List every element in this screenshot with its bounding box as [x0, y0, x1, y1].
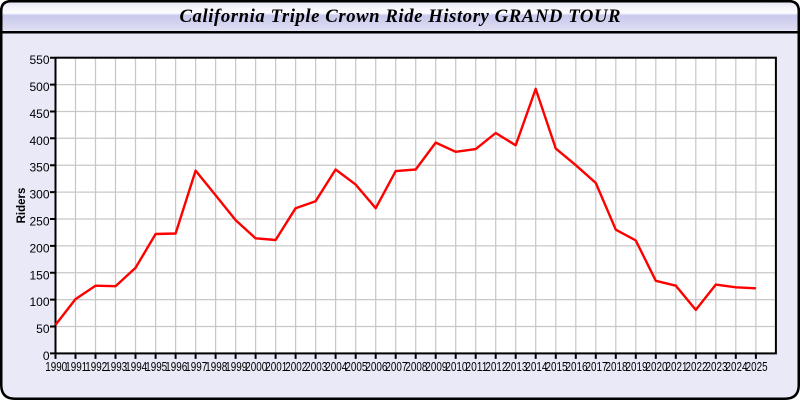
svg-text:1997: 1997 — [185, 360, 207, 374]
svg-text:50: 50 — [36, 322, 50, 336]
svg-text:2008: 2008 — [405, 360, 427, 374]
svg-text:1991: 1991 — [65, 360, 87, 374]
svg-text:Riders: Riders — [16, 188, 28, 224]
svg-text:300: 300 — [29, 188, 49, 202]
svg-text:2017: 2017 — [586, 360, 608, 374]
svg-text:400: 400 — [29, 134, 49, 148]
svg-text:2019: 2019 — [626, 360, 648, 374]
svg-text:2002: 2002 — [285, 360, 307, 374]
svg-text:200: 200 — [29, 241, 49, 255]
svg-text:2020: 2020 — [646, 360, 668, 374]
svg-text:1999: 1999 — [225, 360, 247, 374]
svg-text:2025: 2025 — [746, 360, 768, 374]
svg-text:1992: 1992 — [85, 360, 107, 374]
svg-text:2010: 2010 — [445, 360, 467, 374]
svg-text:2023: 2023 — [706, 360, 728, 374]
svg-text:1998: 1998 — [205, 360, 227, 374]
svg-text:500: 500 — [29, 80, 49, 94]
svg-text:2016: 2016 — [566, 360, 588, 374]
svg-text:2011: 2011 — [465, 360, 487, 374]
svg-text:100: 100 — [29, 295, 49, 309]
svg-text:550: 550 — [29, 53, 49, 67]
svg-text:150: 150 — [29, 268, 49, 282]
svg-text:2022: 2022 — [686, 360, 708, 374]
svg-text:2018: 2018 — [606, 360, 628, 374]
svg-text:2005: 2005 — [345, 360, 367, 374]
svg-text:2007: 2007 — [385, 360, 407, 374]
svg-text:1990: 1990 — [45, 360, 67, 374]
svg-text:0: 0 — [43, 349, 50, 363]
svg-text:2013: 2013 — [505, 360, 527, 374]
svg-text:250: 250 — [29, 215, 49, 229]
svg-text:2001: 2001 — [265, 360, 287, 374]
svg-text:2015: 2015 — [546, 360, 568, 374]
svg-text:2021: 2021 — [666, 360, 688, 374]
svg-text:1993: 1993 — [105, 360, 127, 374]
svg-text:450: 450 — [29, 107, 49, 121]
svg-text:2004: 2004 — [325, 360, 347, 374]
svg-text:2006: 2006 — [365, 360, 387, 374]
svg-text:California Triple Crown Ride H: California Triple Crown Ride History GRA… — [180, 6, 621, 27]
svg-text:1995: 1995 — [145, 360, 167, 374]
svg-text:1994: 1994 — [125, 360, 147, 374]
svg-text:350: 350 — [29, 161, 49, 175]
svg-text:2009: 2009 — [425, 360, 447, 374]
svg-text:2012: 2012 — [485, 360, 507, 374]
svg-text:1996: 1996 — [165, 360, 187, 374]
svg-text:2014: 2014 — [525, 360, 547, 374]
svg-text:2000: 2000 — [245, 360, 267, 374]
svg-text:2003: 2003 — [305, 360, 327, 374]
svg-text:2024: 2024 — [726, 360, 748, 374]
